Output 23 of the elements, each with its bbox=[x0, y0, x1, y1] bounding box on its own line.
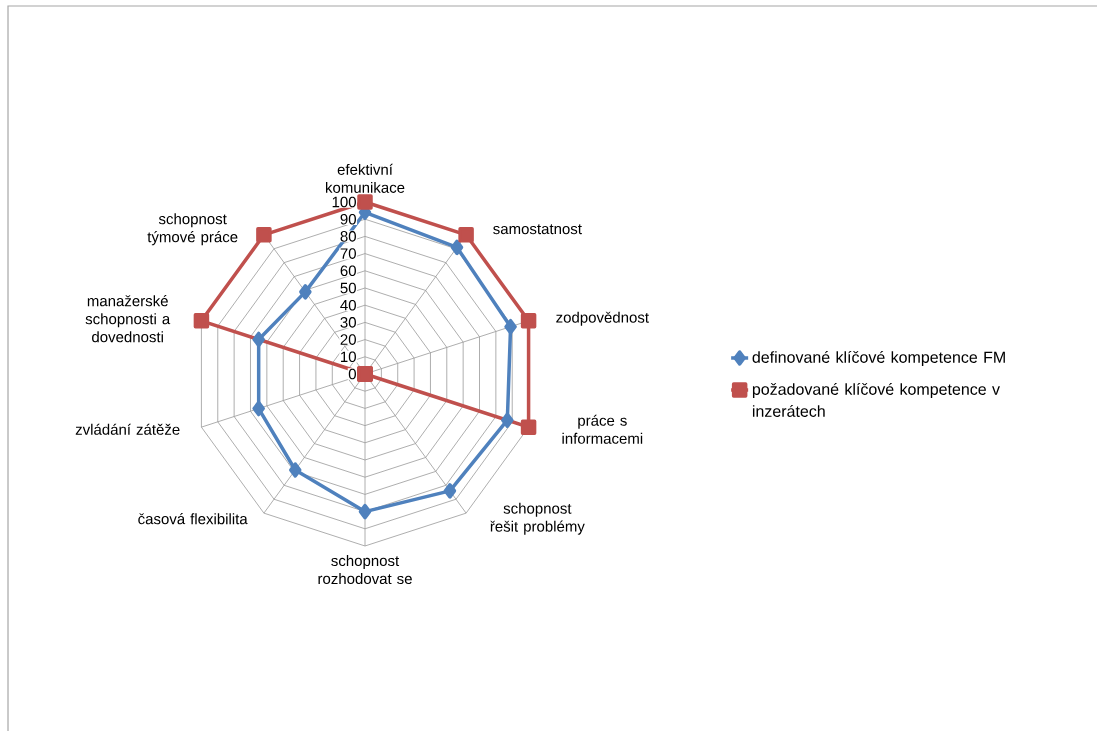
y-tick-label: 10 bbox=[341, 351, 356, 363]
y-tick-label: 0 bbox=[348, 368, 356, 380]
y-tick-label: 80 bbox=[340, 231, 356, 242]
y-tick-label: 70 bbox=[340, 248, 356, 259]
spoke-label: manažerské schopnosti a dovednosti bbox=[85, 295, 171, 343]
spoke-label: zvládání zátěže bbox=[75, 423, 180, 435]
y-tick-label: 40 bbox=[340, 299, 356, 311]
spoke-label: zodpovědnost bbox=[556, 311, 649, 326]
y-tick-label: 60 bbox=[340, 265, 356, 277]
legend-label: definované klíčové kompetence FM bbox=[752, 350, 1005, 367]
spoke-label: schopnost řešit problémy bbox=[490, 502, 585, 535]
spoke-label: samostatnost bbox=[493, 224, 582, 235]
y-tick-label: 20 bbox=[340, 334, 356, 345]
spoke-label: schopnost rozhodovat se bbox=[318, 555, 412, 585]
legend-label: požadované klíčové kompetence v inzerátech bbox=[752, 382, 1000, 417]
y-tick-label: 50 bbox=[340, 282, 356, 294]
y-tick-label: 90 bbox=[340, 213, 356, 225]
y-tick-label: 100 bbox=[332, 196, 356, 208]
spoke-label: časová flexibilita bbox=[138, 513, 248, 525]
y-tick-label: 30 bbox=[340, 317, 356, 328]
spoke-label: schopnost týmové práce bbox=[147, 213, 238, 246]
spoke-label: práce s informacemi bbox=[562, 414, 643, 444]
spoke-label: efektivní komunikace bbox=[326, 163, 405, 193]
